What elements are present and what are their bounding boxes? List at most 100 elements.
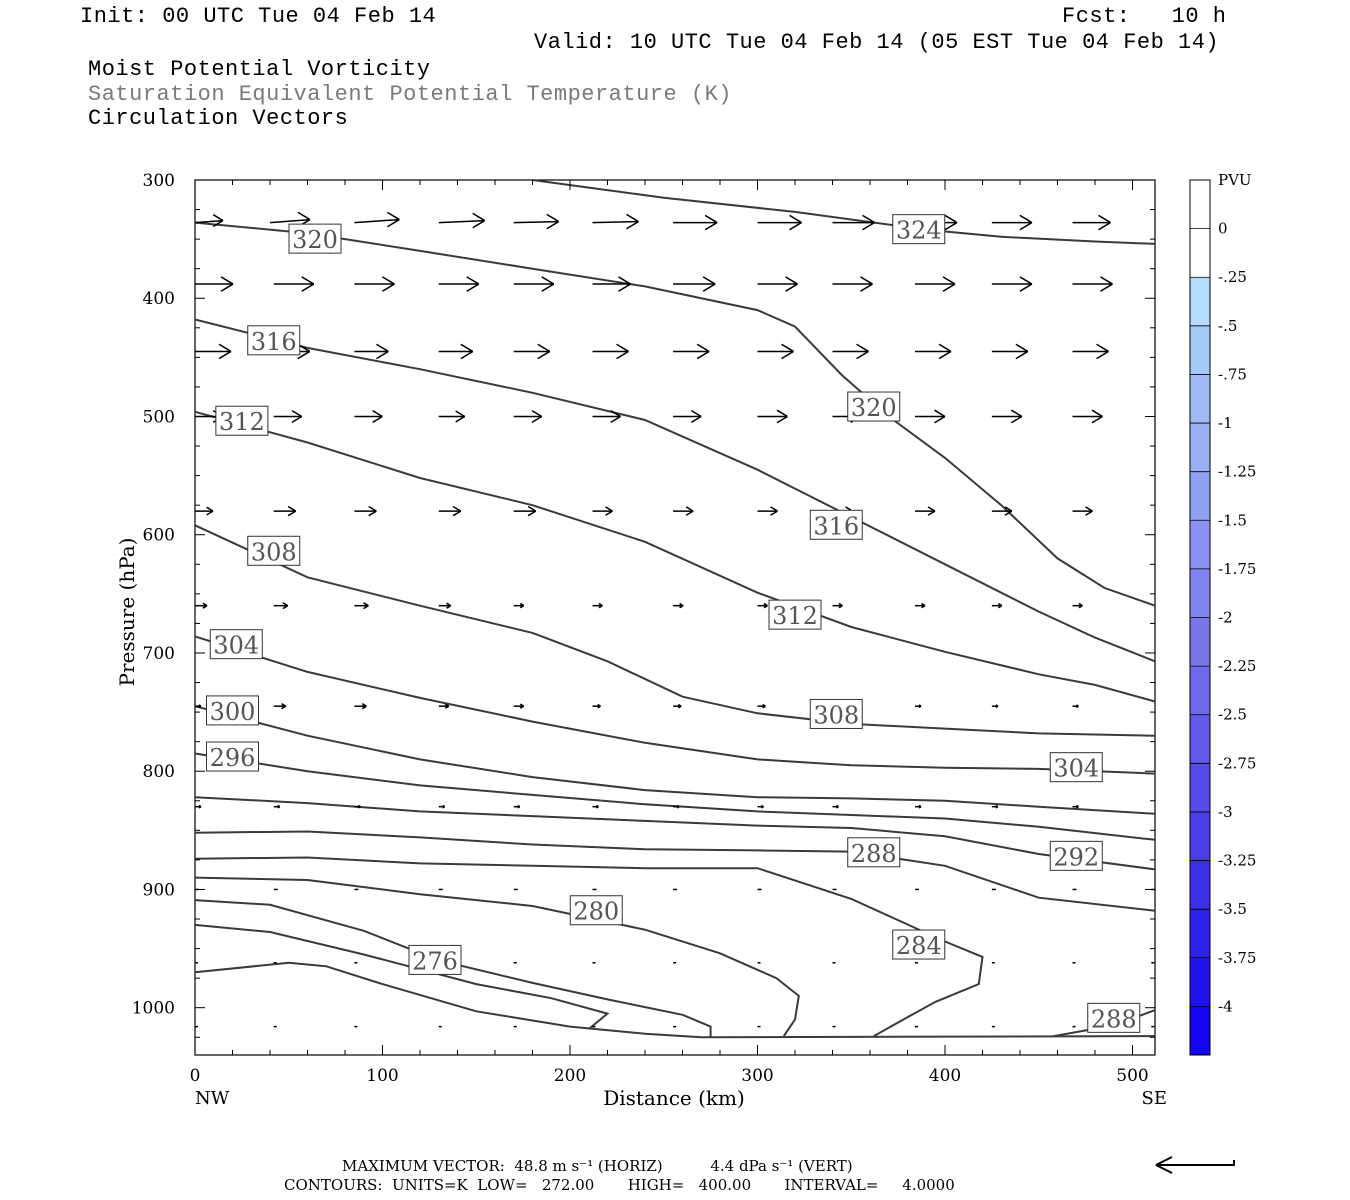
colorbar-label: -2.5: [1218, 706, 1247, 724]
vector-arrow: [195, 506, 214, 516]
vector-arrow: [195, 602, 208, 609]
y-tick-label: 400: [143, 289, 175, 309]
vector-arrow: [991, 276, 1033, 292]
field-title-vectors: Circulation Vectors: [88, 106, 349, 131]
vector-arrow: [915, 804, 922, 809]
vector-arrow: [1072, 804, 1079, 809]
vector-arrow: [195, 276, 234, 292]
vector-arrow: [757, 602, 768, 609]
vector-arrow: [673, 703, 682, 709]
svg-text:300: 300: [210, 698, 256, 726]
vector-arrow: [915, 409, 946, 424]
colorbar-swatch: [1190, 325, 1210, 375]
vector-arrow: [273, 804, 281, 809]
contour-line-320: [194, 221, 1156, 607]
vector-arrow: [757, 214, 802, 231]
colorbar-swatch: [1190, 277, 1210, 327]
vector-arrow: [513, 343, 551, 360]
y-tick-label: 900: [143, 880, 175, 900]
vector-arrow: [673, 506, 694, 516]
contour-label-320: 320: [847, 391, 901, 422]
contour-label-288: 288: [1087, 1002, 1141, 1033]
y-tick-label: 700: [143, 644, 175, 664]
reference-vector-arrow: [1155, 1156, 1235, 1174]
vector-arrow: [1072, 276, 1113, 292]
contour-line-324: [532, 179, 1156, 245]
contour-line-312: [194, 410, 1156, 703]
colorbar-swatch: [1190, 860, 1210, 910]
svg-text:312: 312: [772, 602, 818, 630]
vector-arrow: [354, 409, 383, 424]
svg-text:288: 288: [1091, 1005, 1137, 1033]
contour-line-300: [194, 705, 1156, 815]
y-tick-label: 1000: [132, 999, 175, 1019]
vector-arrow: [592, 343, 629, 360]
contour-line-308: [194, 524, 1156, 737]
x-tick-label: 400: [929, 1066, 961, 1086]
vector-arrow: [991, 704, 999, 709]
colorbar-swatch: [1190, 228, 1210, 278]
vector-arrow: [915, 343, 952, 360]
vector-arrow: [1072, 214, 1111, 231]
vector-arrow: [991, 409, 1023, 424]
contour-label-312: 312: [215, 405, 269, 436]
svg-text:280: 280: [573, 898, 619, 926]
vector-arrow: [915, 276, 956, 292]
vector-arrow: [513, 409, 543, 424]
svg-text:296: 296: [210, 744, 256, 772]
colorbar-swatch: [1190, 423, 1210, 473]
plot-frame: [194, 179, 1156, 1056]
colorbar-swatch: [1190, 374, 1210, 424]
y-axis-label: Pressure (hPa): [115, 538, 139, 687]
svg-text:312: 312: [219, 408, 265, 436]
svg-text:304: 304: [213, 632, 259, 660]
x-endpoint-nw: NW: [195, 1088, 230, 1109]
svg-text:288: 288: [851, 840, 897, 868]
x-axis-label: Distance (km): [603, 1086, 745, 1110]
vector-arrow: [513, 213, 560, 230]
contour-line-304: [194, 635, 1156, 775]
colorbar-label: -2.25: [1218, 657, 1256, 675]
colorbar-swatch: [1190, 1006, 1210, 1056]
vector-arrow: [438, 804, 446, 809]
valid-time: Valid: 10 UTC Tue 04 Feb 14 (05 EST Tue …: [534, 30, 1220, 55]
x-tick-label: 0: [190, 1066, 201, 1086]
svg-text:316: 316: [813, 512, 859, 540]
vector-arrow: [273, 276, 315, 292]
svg-text:276: 276: [412, 947, 458, 975]
x-tick-label: 500: [1116, 1066, 1148, 1086]
vector-arrow: [1072, 602, 1083, 609]
svg-text:292: 292: [1053, 843, 1099, 871]
colorbar-swatch: [1190, 666, 1210, 716]
colorbar-label: -3.25: [1218, 852, 1256, 870]
vector-arrow: [195, 804, 202, 809]
colorbar-label: 0: [1218, 220, 1228, 238]
vector-arrow: [915, 704, 922, 709]
vector-arrow: [673, 214, 718, 231]
vector-arrow: [757, 343, 794, 360]
vector-arrow: [1072, 409, 1103, 424]
colorbar-label: -.75: [1218, 365, 1247, 383]
vector-arrow: [832, 276, 873, 292]
vector-arrow: [438, 343, 474, 360]
init-time: Init: 00 UTC Tue 04 Feb 14: [80, 4, 437, 29]
colorbar-swatch: [1190, 957, 1210, 1007]
colorbar-swatch: [1190, 909, 1210, 959]
contour-label-296: 296: [206, 741, 259, 772]
vector-arrow: [513, 276, 555, 292]
colorbar-swatch: [1190, 180, 1210, 230]
y-tick-label: 300: [143, 171, 175, 191]
vector-arrow: [915, 602, 926, 609]
contour-line-292: [194, 796, 1156, 871]
x-tick-label: 100: [366, 1066, 398, 1086]
vector-arrow: [991, 214, 1033, 231]
vector-arrow: [354, 703, 367, 710]
colorbar-label: -1: [1218, 414, 1233, 432]
y-tick-label: 800: [143, 762, 175, 782]
colorbar-label: -2.75: [1218, 754, 1256, 772]
vector-arrow: [438, 703, 450, 709]
y-tick-label: 600: [143, 526, 175, 546]
svg-text:284: 284: [896, 932, 942, 960]
vector-arrow: [354, 343, 389, 360]
